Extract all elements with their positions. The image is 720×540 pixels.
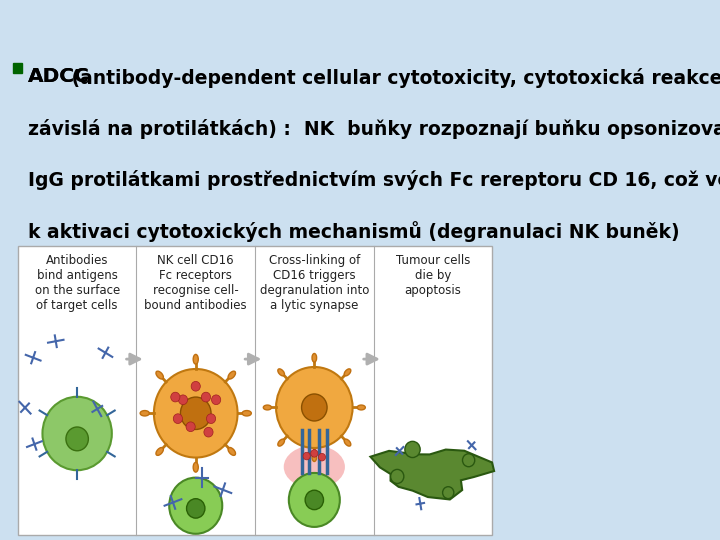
Circle shape	[302, 394, 327, 421]
Ellipse shape	[228, 448, 235, 455]
Ellipse shape	[242, 410, 251, 416]
Text: ADCC: ADCC	[28, 68, 90, 86]
Ellipse shape	[156, 371, 163, 379]
Circle shape	[42, 397, 112, 470]
Circle shape	[202, 392, 210, 402]
Circle shape	[318, 454, 325, 461]
Circle shape	[289, 473, 340, 527]
Ellipse shape	[278, 439, 284, 446]
Ellipse shape	[156, 448, 163, 455]
Circle shape	[169, 477, 222, 534]
Ellipse shape	[278, 369, 284, 376]
Ellipse shape	[140, 410, 149, 416]
Text: závislá na protilátkách) :  NK  buňky rozpoznají buňku opsonizovanou: závislá na protilátkách) : NK buňky rozp…	[28, 119, 720, 139]
Polygon shape	[371, 450, 494, 500]
Ellipse shape	[284, 446, 345, 489]
Circle shape	[204, 427, 213, 437]
Bar	[13, 63, 22, 73]
Circle shape	[171, 392, 180, 402]
Bar	[18, 246, 492, 535]
Circle shape	[191, 381, 200, 391]
Ellipse shape	[344, 369, 351, 376]
Ellipse shape	[357, 405, 365, 410]
Ellipse shape	[312, 354, 317, 362]
Ellipse shape	[193, 354, 198, 364]
Ellipse shape	[228, 371, 235, 379]
Text: k aktivaci cytotoxických mechanismů (degranulaci NK buněk): k aktivaci cytotoxických mechanismů (deg…	[28, 221, 680, 242]
Text: Cross-linking of
CD16 triggers
degranulation into
a lytic synapse: Cross-linking of CD16 triggers degranula…	[260, 254, 369, 312]
Circle shape	[66, 427, 89, 451]
Circle shape	[276, 367, 353, 448]
Circle shape	[405, 441, 420, 457]
Circle shape	[154, 369, 238, 457]
Text: Tumour cells
die by
apoptosis: Tumour cells die by apoptosis	[396, 254, 470, 297]
Circle shape	[443, 487, 454, 498]
Circle shape	[186, 422, 195, 431]
Circle shape	[212, 395, 221, 404]
Ellipse shape	[312, 453, 317, 462]
Ellipse shape	[193, 462, 198, 472]
Circle shape	[462, 454, 474, 467]
Circle shape	[305, 490, 323, 510]
Text: (antibody-dependent cellular cytotoxicity, cytotoxická reakce: (antibody-dependent cellular cytotoxicit…	[65, 68, 720, 87]
Circle shape	[186, 499, 205, 518]
Text: NK cell CD16
Fc receptors
recognise cell-
bound antibodies: NK cell CD16 Fc receptors recognise cell…	[145, 254, 247, 312]
Ellipse shape	[264, 405, 271, 410]
Text: IgG protilátkami prostřednictvím svých Fc rereptoru CD 16, což vede: IgG protilátkami prostřednictvím svých F…	[28, 170, 720, 190]
Circle shape	[311, 450, 318, 457]
Text: Antibodies
bind antigens
on the surface
of target cells: Antibodies bind antigens on the surface …	[35, 254, 120, 312]
Text: ADCC: ADCC	[28, 68, 90, 86]
Ellipse shape	[344, 439, 351, 446]
Circle shape	[179, 395, 188, 404]
Circle shape	[390, 469, 404, 483]
Circle shape	[207, 414, 215, 423]
Circle shape	[181, 397, 211, 429]
Circle shape	[174, 414, 182, 423]
Circle shape	[303, 453, 310, 460]
